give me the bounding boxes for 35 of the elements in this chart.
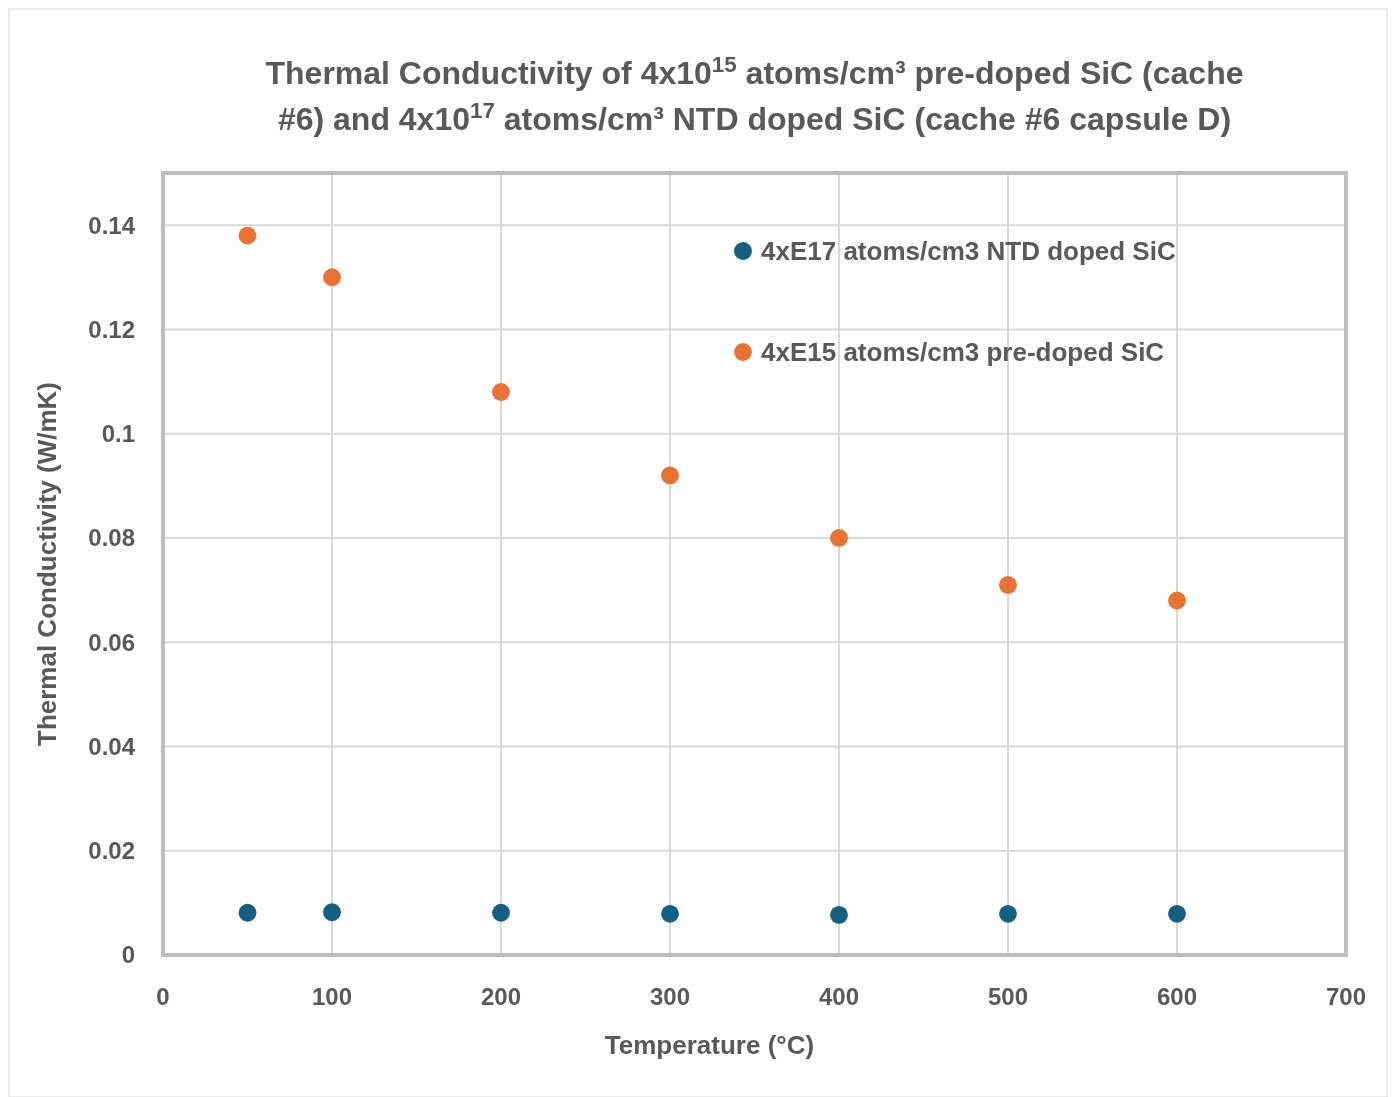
point [830,905,848,924]
x-tick-label: 200 [480,983,522,1010]
y-tick-label: 0.08 [88,524,135,552]
x-tick-label: 100 [311,983,353,1010]
y-tick-label: 0.1 [101,420,135,448]
point [661,466,679,485]
point [492,383,510,401]
x-tick-label: 0 [156,983,170,1010]
chart-title: Thermal Conductivity of 4x10$^{15}$ atoms/cm³ pre-doped SiC (cache #6) and 4x10$^{17}$ atoms/cm³ NTD doped SiC (cache #6 capsule D) [265,51,1244,137]
y-tick-label: 0.14 [88,211,136,239]
point [1168,904,1186,923]
point [999,904,1017,923]
y-tick-label: 0 [121,941,135,969]
y-tick-label: 0.06 [88,628,135,656]
y-tick-label: 0.04 [88,732,136,760]
legend-label: 4xE15 atoms/cm3 pre-doped SiC [761,337,1165,368]
x-axis-title: Temperature (°C) [604,1030,815,1060]
point [238,226,257,245]
point [830,529,848,547]
x-tick-label: 700 [1325,983,1367,1010]
point [323,268,341,287]
point [999,575,1017,594]
x-tick-label: 400 [818,983,860,1010]
point [323,903,341,922]
point [492,903,510,922]
y-tick-label: 0.02 [88,837,135,865]
legend-label: 4xE17 atoms/cm3 NTD doped SiC [761,236,1176,267]
point [661,904,679,923]
y-tick-label: 0.12 [88,315,135,343]
x-tick-label: 300 [649,983,691,1010]
x-tick-label: 500 [987,983,1029,1010]
y-axis-title: Thermal Conductivity (W/mK) [32,381,62,747]
point [238,903,257,922]
point [1168,591,1186,610]
x-tick-label: 600 [1156,983,1198,1010]
